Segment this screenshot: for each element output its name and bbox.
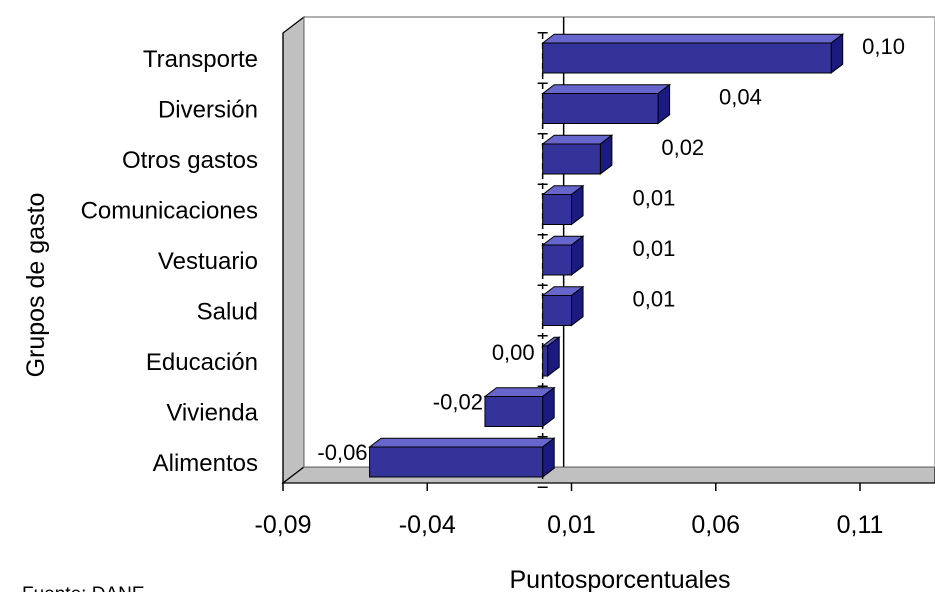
- bar-top: [368, 437, 556, 448]
- x-tick-label: 0,11: [837, 511, 884, 539]
- bars-group: [368, 33, 845, 479]
- value-label: 0,04: [719, 85, 762, 110]
- x-axis-title: Puntosporcentuales: [510, 566, 731, 592]
- category-label: Vivienda: [166, 400, 258, 427]
- bar-front: [542, 295, 573, 326]
- bar: [541, 235, 585, 277]
- x-tick-label: -0,04: [399, 511, 456, 539]
- bar-front: [484, 396, 544, 427]
- bar-front: [369, 446, 544, 478]
- bar: [541, 285, 585, 327]
- bar: [483, 386, 556, 428]
- bar-front: [542, 345, 549, 377]
- bar: [541, 33, 845, 75]
- category-labels: Transporte Diversión Otros gastos Comunicac…: [81, 46, 259, 477]
- bar: [541, 336, 561, 378]
- bar: [541, 83, 672, 125]
- bar-front: [542, 93, 659, 124]
- value-label: 0,10: [862, 34, 905, 59]
- x-tick-label: 0,06: [691, 511, 740, 539]
- x-tick-labels: -0,09 -0,04 0,01 0,06 0,11: [255, 483, 884, 539]
- bar-front: [542, 143, 601, 175]
- category-label: Alimentos: [153, 450, 258, 477]
- bar-front: [542, 244, 573, 276]
- x-tick-label: -0,09: [255, 511, 312, 539]
- value-label: 0,01: [633, 236, 676, 261]
- bar: [541, 134, 614, 176]
- bar: [541, 184, 585, 226]
- value-label: 0,02: [661, 135, 704, 160]
- value-label: -0,02: [433, 390, 483, 415]
- value-label: 0,01: [633, 186, 676, 211]
- category-label: Comunicaciones: [81, 198, 258, 225]
- bar: [368, 437, 556, 479]
- source-note: Fuente: DANE: [22, 584, 145, 592]
- category-label: Diversión: [158, 97, 258, 124]
- y-axis-title: Grupos de gasto: [22, 193, 50, 378]
- value-label: 0,00: [492, 340, 535, 365]
- category-label: Educación: [146, 349, 258, 376]
- category-label: Vestuario: [158, 248, 258, 275]
- value-labels: 0,10 0,04 0,02 0,01 0,01 0,01 0,00 -0,02 -0,06: [317, 34, 905, 465]
- category-label: Salud: [197, 299, 258, 326]
- bar-top: [541, 33, 845, 44]
- value-label: 0,01: [633, 287, 676, 312]
- category-label: Transporte: [143, 46, 258, 73]
- bar-front: [542, 194, 573, 225]
- x-tick-label: 0,01: [547, 511, 596, 539]
- category-label: Otros gastos: [122, 147, 258, 174]
- back-wall: [303, 16, 935, 468]
- bar-front: [542, 42, 832, 74]
- bar-top: [541, 84, 672, 94]
- side-wall: [282, 15, 305, 485]
- value-label: -0,06: [317, 440, 367, 465]
